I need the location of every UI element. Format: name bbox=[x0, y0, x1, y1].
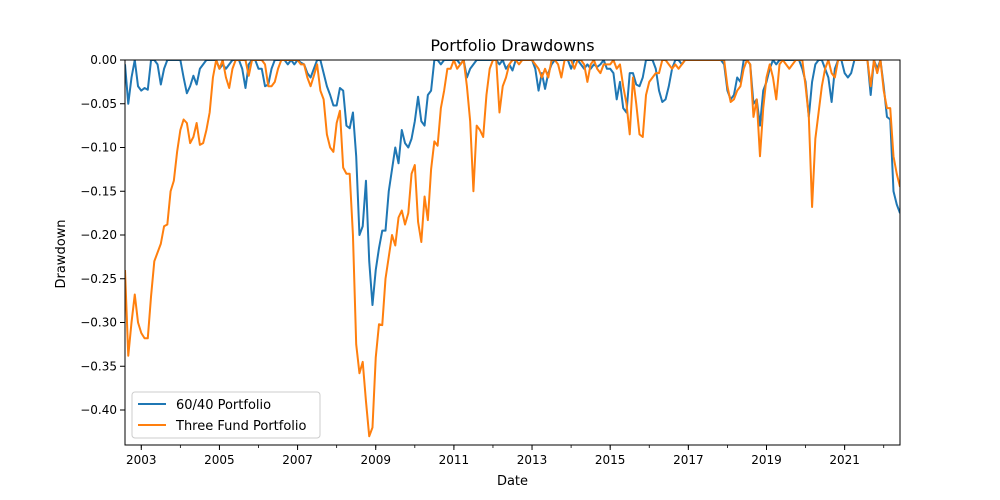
legend-box bbox=[131, 391, 321, 439]
series-line-1 bbox=[125, 60, 900, 306]
x-tick-label: 2017 bbox=[673, 453, 704, 467]
x-tick-label: 2011 bbox=[439, 453, 470, 467]
y-axis-title: Drawdown bbox=[54, 219, 69, 288]
chart-title: Portfolio Drawdowns bbox=[430, 36, 594, 55]
plot-frame bbox=[124, 59, 901, 446]
y-tick-label: −0.30 bbox=[80, 316, 117, 330]
x-tick-label: 2019 bbox=[751, 453, 782, 467]
x-tick-label: 2003 bbox=[126, 453, 157, 467]
x-tick-label: 2021 bbox=[829, 453, 860, 467]
x-tick-label: 2007 bbox=[282, 453, 313, 467]
x-tick-label: 2015 bbox=[595, 453, 626, 467]
y-tick-label: 0.00 bbox=[90, 53, 117, 67]
y-tick-label: −0.20 bbox=[80, 228, 117, 242]
y-tick-label: −0.40 bbox=[80, 403, 117, 417]
legend-label-1: 60/40 Portfolio bbox=[176, 398, 271, 413]
plot-lines bbox=[125, 60, 900, 438]
x-tick-label: 2005 bbox=[204, 453, 235, 467]
axes: 2003 2005 2007 2009 2011 2013 2015 2017 2019 2021… bbox=[80, 53, 901, 467]
y-tick-label: −0.35 bbox=[80, 359, 117, 373]
legend: 60/40 Portfolio Three Fund Portfolio bbox=[131, 391, 321, 439]
x-axis-title: Date bbox=[497, 474, 528, 489]
x-tick-label: 2009 bbox=[360, 453, 391, 467]
y-tick-label: −0.10 bbox=[80, 141, 117, 155]
y-tick-label: −0.25 bbox=[80, 272, 117, 286]
legend-label-2: Three Fund Portfolio bbox=[175, 419, 307, 434]
y-tick-label: −0.15 bbox=[80, 184, 117, 198]
series-line-2 bbox=[125, 60, 900, 438]
x-tick-label: 2013 bbox=[517, 453, 548, 467]
y-tick-label: −0.05 bbox=[80, 97, 117, 111]
